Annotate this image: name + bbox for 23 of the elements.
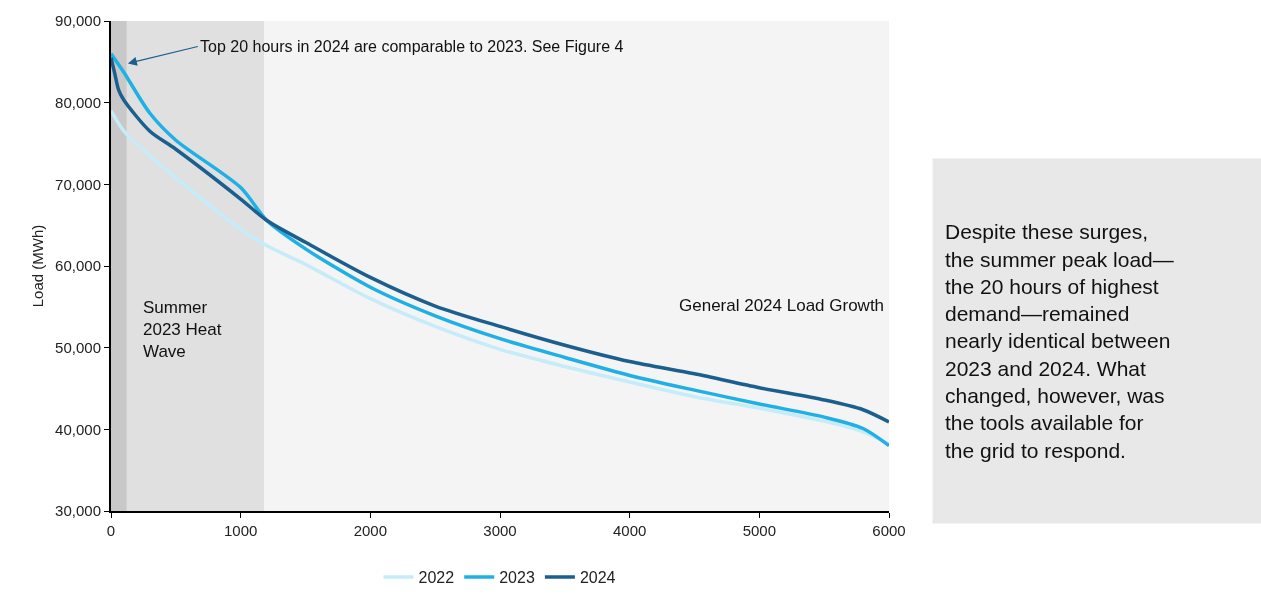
x-tick-label: 1000 — [223, 522, 258, 539]
x-tick-label: 4000 — [612, 522, 647, 539]
band-label: Summer 2023 Heat Wave — [143, 298, 222, 362]
y-tick-label: 60,000 — [55, 257, 101, 275]
y-tick-label: 50,000 — [55, 338, 101, 356]
x-tick-label: 6000 — [872, 522, 906, 539]
legend-label: 2024 — [579, 569, 616, 587]
x-tick-label: 5000 — [742, 522, 777, 539]
y-tick-label: 90,000 — [55, 12, 101, 30]
text: Despite these surges, the summer peak load— the 20 hours of highest demand—remained nearly identical between 2023 and 2024. What changed, however, was the tools available for the grid to respond. — [945, 220, 1174, 462]
x-tick-label: 3000 — [483, 522, 517, 539]
legend-label: 2023 — [499, 569, 535, 587]
line-series — [111, 109, 889, 446]
legend-label: 2022 — [418, 569, 455, 587]
x-tick-label: 2000 — [353, 522, 388, 539]
x-tick-label: 0 — [106, 522, 116, 539]
y-axis-title: Load (MWh) — [28, 224, 46, 308]
band-label: General 2024 Load Growth — [679, 296, 885, 315]
annotation: Top 20 hours in 2024 are comparable to 2023. See Figure 4 — [200, 38, 624, 55]
y-tick-label: 80,000 — [55, 93, 101, 111]
y-tick-label: 40,000 — [55, 420, 101, 438]
y-tick-label: 70,000 — [55, 175, 101, 193]
y-tick-label: 30,000 — [55, 502, 101, 520]
